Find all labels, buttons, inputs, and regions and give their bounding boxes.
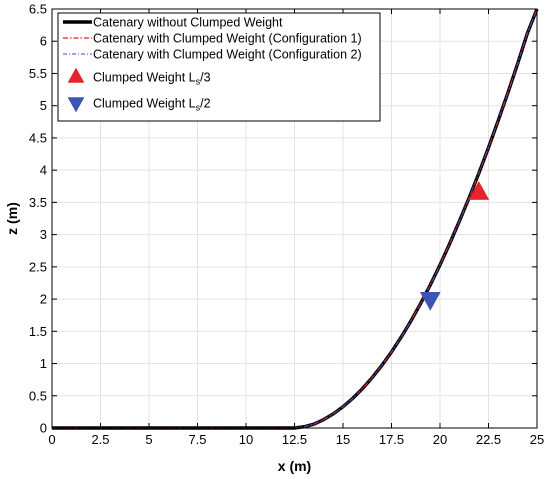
x-axis-label: x (m): [278, 458, 311, 474]
y-tick-label: 6: [40, 34, 47, 49]
tick-labels: 0 2.5 5 7.5 10 12.5 15 17.5 20 22.5 2500.511.522.5…: [29, 2, 544, 448]
y-tick-label: 5: [40, 98, 47, 113]
legend-marker-down: [67, 97, 85, 113]
x-tick-label: 22.5: [476, 432, 501, 447]
legend-label-marker-1: Clumped Weight Ls/3: [93, 71, 211, 87]
series-line-3: [52, 8, 538, 429]
legend-label-3: Catenary with Clumped Weight (Configurat…: [93, 48, 362, 62]
y-tick-label: 4.5: [29, 130, 47, 145]
y-tick-label: 2: [40, 292, 47, 307]
x-tick-label: 20: [433, 432, 447, 447]
y-axis-label: z (m): [4, 202, 20, 235]
x-tick-label: 17.5: [379, 432, 404, 447]
markers-layer: [419, 181, 490, 311]
y-tick-label: 3: [40, 227, 47, 242]
y-tick-label: 1: [40, 356, 47, 371]
y-tick-label: 2.5: [29, 259, 47, 274]
legend-box: [57, 12, 381, 122]
clumped-weight-ls2-marker: [419, 291, 441, 311]
clumped-weight-ls3-marker: [468, 181, 490, 200]
y-tick-label: 3.5: [29, 195, 47, 210]
y-tick-label: 6.5: [29, 2, 47, 17]
y-tick-label: 0.5: [29, 388, 47, 403]
x-tick-label: 7.5: [188, 432, 206, 447]
x-tick-label: 12.5: [282, 432, 307, 447]
legend-label-marker-2: Clumped Weight Ls/2: [93, 97, 211, 113]
x-tick-label: 0: [48, 432, 55, 447]
legend-label-2: Catenary with Clumped Weight (Configurat…: [93, 32, 362, 46]
x-tick-label: 2.5: [91, 432, 109, 447]
y-tick-label: 4: [40, 163, 47, 178]
x-tick-label: 10: [239, 432, 253, 447]
legend: Catenary without Clumped Weight Catenary …: [57, 12, 381, 122]
series-layer: [52, 8, 539, 430]
x-tick-label: 15: [336, 432, 350, 447]
y-tick-label: 5.5: [29, 66, 47, 81]
legend-marker-up: [67, 67, 85, 83]
legend-label-1: Catenary without Clumped Weight: [93, 16, 283, 30]
x-tick-label: 5: [145, 432, 152, 447]
y-tick-label: 0: [40, 421, 47, 436]
x-tick-label: 25: [530, 432, 544, 447]
y-tick-label: 1.5: [29, 324, 47, 339]
